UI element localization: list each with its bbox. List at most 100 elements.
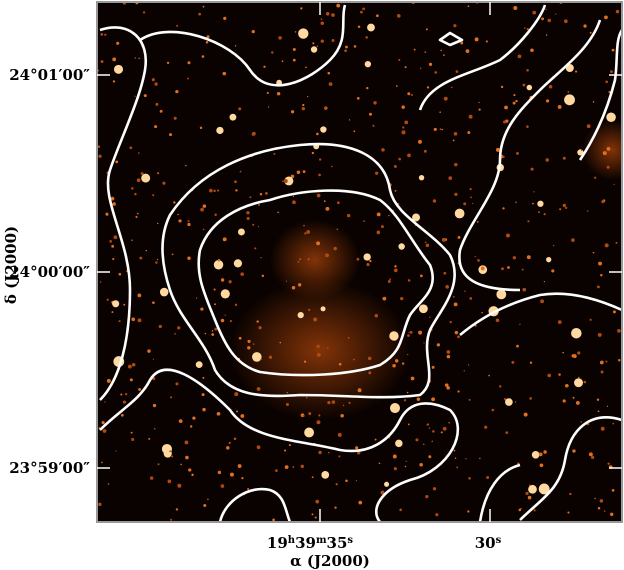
star xyxy=(112,57,117,62)
star xyxy=(575,70,578,73)
tick-label-part: 19 xyxy=(267,534,288,552)
star xyxy=(184,440,189,445)
star xyxy=(567,511,570,514)
star xyxy=(395,439,403,448)
star xyxy=(305,66,307,69)
star xyxy=(537,200,544,207)
star xyxy=(292,466,295,468)
star xyxy=(410,376,415,381)
star xyxy=(316,344,320,348)
star xyxy=(151,78,155,82)
star xyxy=(331,400,336,404)
nebula xyxy=(230,280,410,420)
star xyxy=(228,441,231,445)
star xyxy=(187,61,191,65)
star xyxy=(428,62,433,67)
stars xyxy=(97,2,622,522)
star xyxy=(545,99,550,103)
star xyxy=(607,462,610,465)
star xyxy=(220,278,225,282)
star xyxy=(423,149,427,153)
star xyxy=(407,92,411,96)
star xyxy=(152,194,155,197)
star xyxy=(356,97,360,100)
star xyxy=(320,306,326,312)
star xyxy=(532,202,534,205)
star xyxy=(523,27,526,29)
star xyxy=(205,40,209,44)
star xyxy=(284,465,289,469)
star xyxy=(589,31,592,34)
star xyxy=(572,396,575,399)
contour xyxy=(459,292,622,521)
star xyxy=(326,347,329,350)
star xyxy=(213,189,216,193)
star xyxy=(526,125,529,129)
star xyxy=(481,311,483,314)
star xyxy=(398,58,401,61)
star xyxy=(284,449,287,452)
star xyxy=(562,351,564,354)
star xyxy=(238,107,242,111)
star xyxy=(586,210,589,212)
star xyxy=(363,253,371,261)
star xyxy=(432,430,435,433)
star xyxy=(264,191,268,195)
star xyxy=(290,174,295,179)
star xyxy=(543,281,545,283)
star xyxy=(610,70,613,74)
star xyxy=(174,332,176,335)
star xyxy=(335,483,338,486)
star xyxy=(118,320,121,323)
star xyxy=(247,339,251,343)
star xyxy=(135,215,138,219)
star xyxy=(200,207,204,212)
star xyxy=(526,84,533,91)
x-tick-label: 19h39m35s xyxy=(267,534,354,552)
star xyxy=(605,360,608,363)
star xyxy=(229,472,234,477)
star xyxy=(464,290,466,292)
star xyxy=(597,506,601,510)
star xyxy=(217,259,221,262)
star xyxy=(606,112,616,123)
star xyxy=(216,411,221,416)
star xyxy=(476,220,479,223)
star xyxy=(446,386,450,390)
star xyxy=(529,361,533,364)
star xyxy=(158,324,162,329)
star xyxy=(202,407,206,412)
star xyxy=(467,364,470,366)
star xyxy=(338,455,341,458)
star xyxy=(220,289,230,299)
star xyxy=(333,246,337,251)
star xyxy=(372,124,375,127)
star xyxy=(273,152,276,155)
star xyxy=(431,365,435,369)
star xyxy=(316,132,319,136)
star xyxy=(137,293,142,298)
star xyxy=(434,71,438,74)
star xyxy=(307,95,309,98)
star xyxy=(336,228,339,231)
star xyxy=(122,400,127,404)
star xyxy=(297,283,302,287)
star xyxy=(180,463,182,466)
star xyxy=(373,101,377,105)
star xyxy=(226,446,230,450)
star xyxy=(175,89,179,94)
star xyxy=(368,112,372,116)
star xyxy=(217,189,220,192)
star xyxy=(275,469,278,472)
star xyxy=(439,111,441,113)
star xyxy=(236,410,239,413)
contours xyxy=(99,4,622,522)
star xyxy=(344,49,347,53)
star xyxy=(467,5,470,8)
star xyxy=(302,414,305,417)
star xyxy=(501,267,504,271)
star xyxy=(127,364,132,369)
star xyxy=(468,477,471,480)
star xyxy=(357,25,361,29)
star xyxy=(211,333,215,336)
